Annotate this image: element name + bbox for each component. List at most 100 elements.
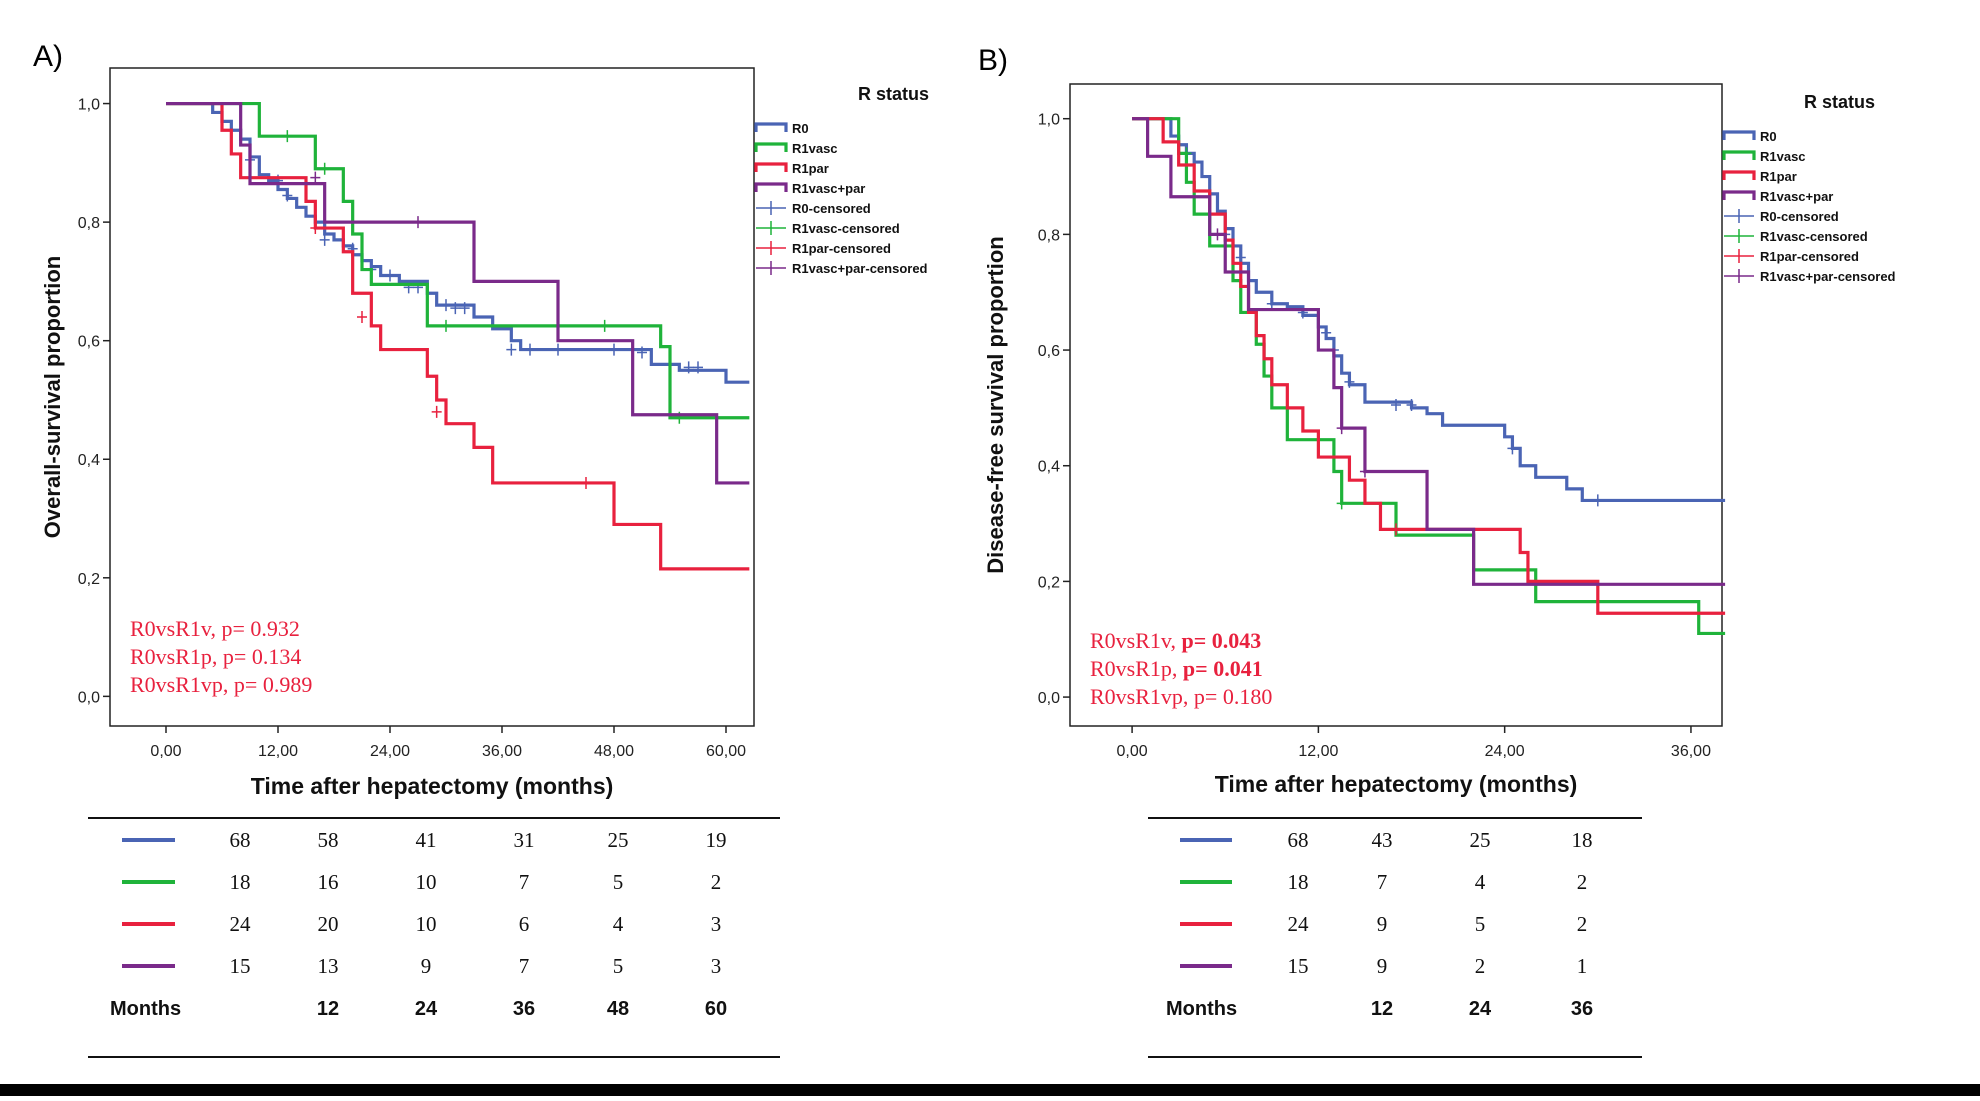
censor-mark-r0 (385, 269, 395, 282)
comparison-label: R0vsR1v, (130, 616, 221, 641)
risk-count: 58 (318, 828, 339, 852)
risk-count: 24 (1288, 912, 1310, 936)
y-tick-label: 0,0 (1038, 690, 1060, 707)
legend-censor-swatch (756, 261, 786, 275)
risk-count: 18 (230, 870, 251, 894)
risk-count: 18 (1288, 870, 1309, 894)
legend-entry: R0 (1760, 129, 1777, 144)
comparison-label: R0vsR1p, (1090, 656, 1183, 681)
legend: R status R0 R1vasc R1par R1vasc+par R0-censor… (1722, 92, 1896, 284)
censor-mark-r0 (319, 233, 330, 246)
months-header: Months (110, 998, 181, 1020)
risk-count: 68 (1288, 828, 1309, 852)
censor-mark-r1vasc (1181, 147, 1192, 160)
censor-mark-r0 (1321, 326, 1332, 339)
risk-count: 25 (608, 828, 629, 852)
bottom-border (0, 1084, 1980, 1096)
legend-censor-swatch (1724, 209, 1754, 223)
months-value: 24 (1469, 998, 1492, 1020)
risk-count: 2 (1475, 954, 1486, 978)
censor-mark-r1vasc-par (413, 216, 423, 229)
legend-censor-swatch (1724, 269, 1754, 283)
x-tick-label: 36,00 (482, 743, 522, 760)
y-tick-label: 0,4 (1038, 459, 1060, 476)
risk-count: 3 (711, 912, 722, 936)
legend-entry: R0 (792, 121, 809, 136)
risk-count: 4 (613, 912, 624, 936)
comparison-label: R0vsR1p, (130, 644, 223, 669)
km-line-r1vasc (166, 101, 750, 420)
risk-count: 31 (514, 828, 535, 852)
legend-swatch (1722, 150, 1756, 160)
risk-count: 9 (1377, 912, 1388, 936)
x-tick-label: 48,00 (594, 743, 634, 760)
legend-title: R status (858, 84, 929, 104)
legend-entry: R1par-censored (792, 241, 891, 256)
censor-mark-r0 (506, 343, 517, 356)
p-value-annotation: R0vsR1p, p= 0.041 (1090, 656, 1263, 681)
risk-count: 7 (1377, 870, 1388, 894)
months-value: 12 (1371, 998, 1393, 1020)
p-value: p= 0.989 (234, 672, 312, 697)
km-line-r1vasc-par (166, 101, 750, 485)
censor-mark-r0 (1507, 442, 1518, 455)
y-tick-label: 0,8 (1038, 227, 1060, 244)
legend-entry: R1vasc+par-censored (792, 261, 928, 276)
legend-swatch (754, 162, 788, 172)
censor-mark-r0 (693, 361, 703, 374)
risk-count: 20 (318, 912, 339, 936)
risk-count: 5 (613, 954, 624, 978)
p-value: p= 0.932 (221, 616, 299, 641)
legend-title: R status (1804, 92, 1875, 112)
risk-count: 19 (706, 828, 727, 852)
censor-mark-r0 (683, 361, 694, 374)
legend-swatch (754, 122, 788, 132)
risk-count: 9 (421, 954, 432, 978)
risk-count: 4 (1475, 870, 1486, 894)
legend-entry: R1vasc+par (1760, 189, 1833, 204)
censor-mark-r1vasc (599, 319, 610, 332)
censor-mark-r1par (357, 310, 367, 323)
p-value: p= 0.041 (1183, 656, 1263, 681)
legend-entry: R1par (1760, 169, 1797, 184)
risk-count: 9 (1377, 954, 1388, 978)
p-value: p= 0.180 (1194, 684, 1272, 709)
x-tick-label: 60,00 (706, 743, 746, 760)
censor-mark-r1vasc-par (310, 171, 321, 184)
censor-mark-r1vasc (441, 319, 451, 332)
comparison-label: R0vsR1vp, (130, 672, 234, 697)
x-tick-label: 0,00 (1117, 743, 1148, 760)
y-tick-label: 0,0 (78, 689, 100, 706)
risk-count: 68 (230, 828, 251, 852)
legend-swatch (754, 182, 788, 192)
y-tick-label: 0,6 (1038, 343, 1060, 360)
censor-mark-r1vasc (319, 162, 330, 175)
comparison-label: R0vsR1vp, (1090, 684, 1194, 709)
censor-mark-r0 (637, 346, 647, 359)
censor-mark-r1par (1391, 523, 1401, 536)
risk-count: 7 (519, 870, 530, 894)
p-value-annotation: R0vsR1vp, p= 0.989 (130, 672, 312, 697)
y-axis-label: Overall-survival proportion (40, 256, 65, 538)
legend-entry: R1par-censored (1760, 249, 1859, 264)
risk-count: 3 (711, 954, 722, 978)
censor-mark-r0 (1266, 297, 1277, 310)
censor-mark-r1par (431, 405, 442, 418)
comparison-label: R0vsR1v, (1090, 628, 1181, 653)
y-tick-label: 0,4 (78, 452, 100, 469)
risk-count: 16 (318, 870, 339, 894)
censor-mark-r0 (282, 189, 293, 202)
y-tick-label: 1,0 (1038, 112, 1060, 129)
legend-entry: R1vasc-censored (792, 221, 900, 236)
censor-mark-r0 (441, 299, 451, 312)
p-value-annotation: R0vsR1vp, p= 0.180 (1090, 684, 1272, 709)
censor-mark-r1par (581, 476, 591, 489)
risk-count: 7 (519, 954, 530, 978)
x-tick-label: 12,00 (1298, 743, 1338, 760)
x-tick-label: 36,00 (1671, 743, 1711, 760)
months-value: 48 (607, 998, 629, 1020)
x-tick-label: 12,00 (258, 743, 298, 760)
x-tick-label: 0,00 (150, 743, 181, 760)
months-value: 24 (415, 998, 438, 1020)
legend-entry: R1par (792, 161, 829, 176)
